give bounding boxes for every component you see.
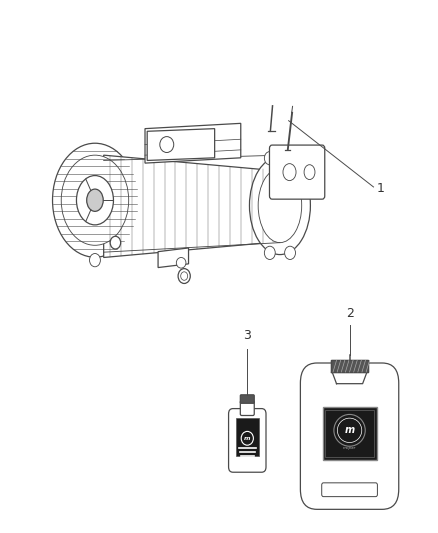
Ellipse shape — [250, 157, 311, 255]
FancyBboxPatch shape — [240, 395, 254, 403]
Ellipse shape — [258, 168, 302, 243]
Ellipse shape — [304, 165, 315, 180]
Ellipse shape — [337, 418, 362, 442]
Polygon shape — [147, 128, 215, 160]
Ellipse shape — [89, 254, 100, 266]
Ellipse shape — [160, 136, 174, 152]
Ellipse shape — [177, 257, 186, 268]
Ellipse shape — [241, 431, 253, 445]
Text: 3: 3 — [244, 329, 251, 342]
Polygon shape — [332, 372, 367, 384]
Text: 2: 2 — [346, 306, 353, 319]
Text: m: m — [345, 425, 355, 435]
FancyBboxPatch shape — [229, 409, 266, 472]
Ellipse shape — [53, 143, 138, 257]
Ellipse shape — [61, 155, 129, 245]
Ellipse shape — [283, 164, 296, 181]
Ellipse shape — [87, 189, 103, 212]
Ellipse shape — [265, 246, 275, 260]
Text: 1: 1 — [377, 182, 385, 195]
Text: mopar: mopar — [343, 446, 356, 450]
Polygon shape — [145, 123, 241, 163]
Bar — [325, 410, 374, 457]
Bar — [236, 418, 258, 456]
Ellipse shape — [181, 272, 187, 280]
FancyBboxPatch shape — [240, 401, 254, 416]
Ellipse shape — [77, 175, 113, 225]
Polygon shape — [158, 248, 188, 268]
FancyBboxPatch shape — [269, 145, 325, 199]
Ellipse shape — [334, 415, 365, 446]
Polygon shape — [331, 360, 368, 372]
Ellipse shape — [265, 151, 275, 165]
FancyBboxPatch shape — [322, 483, 378, 497]
Bar — [322, 407, 377, 460]
Ellipse shape — [178, 269, 190, 284]
Ellipse shape — [285, 246, 296, 260]
Ellipse shape — [285, 151, 296, 165]
Text: m: m — [244, 436, 251, 441]
Polygon shape — [104, 155, 280, 257]
Ellipse shape — [110, 236, 120, 249]
FancyBboxPatch shape — [300, 363, 399, 510]
